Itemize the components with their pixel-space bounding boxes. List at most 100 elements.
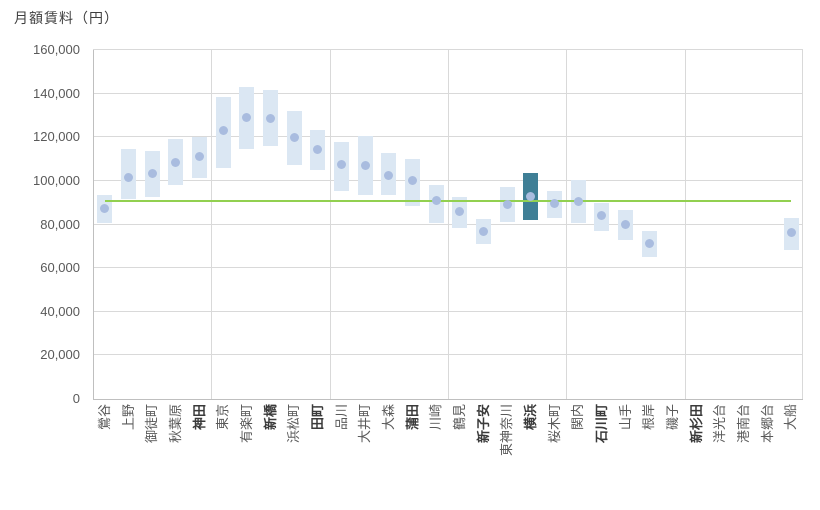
x-category-label: 秋葉原	[168, 404, 184, 480]
x-category-label-text: 大井町	[357, 404, 373, 444]
typical-value-dot	[621, 220, 630, 229]
x-category-label-text: 本郷台	[759, 404, 775, 444]
typical-value-dot	[786, 227, 796, 237]
typical-value-dot	[360, 161, 370, 171]
x-category-label-text: 磯子	[664, 404, 680, 431]
x-category-label-text: 横浜	[522, 404, 538, 431]
x-category-label: 本郷台	[760, 404, 776, 480]
typical-value-dot	[337, 160, 346, 170]
x-category-label-text: 秋葉原	[167, 404, 183, 444]
y-tick-label: 60,000	[40, 260, 80, 276]
x-category-label: 関内	[570, 404, 586, 480]
x-category-label-text: 浜松町	[286, 404, 302, 444]
x-gridline	[448, 50, 449, 399]
x-category-label: 新橋	[263, 404, 279, 480]
x-category-label: 大井町	[357, 404, 373, 480]
y-tick-label: 160,000	[33, 42, 80, 57]
y-tick-label: 140,000	[33, 85, 80, 101]
x-category-label: 磯子	[665, 404, 681, 480]
x-category-label: 洋光台	[712, 404, 728, 480]
x-category-label: 鶯谷	[97, 404, 113, 480]
x-axis-line	[93, 399, 803, 400]
x-category-label-text: 桜木町	[546, 404, 562, 444]
y-tick-label: 0	[72, 391, 80, 406]
x-category-label: 有楽町	[239, 404, 255, 480]
typical-value-dot	[431, 196, 441, 205]
x-category-label: 大森	[381, 404, 397, 480]
x-category-label-text: 東神奈川	[499, 404, 515, 457]
x-category-label-text: 東京	[215, 404, 231, 431]
x-category-label-text: 御徒町	[144, 404, 160, 444]
typical-value-dot	[195, 152, 204, 162]
x-gridline	[211, 50, 212, 399]
x-category-label-text: 川崎	[428, 404, 444, 431]
x-category-label-text: 新子安	[475, 404, 491, 444]
typical-value-dot	[171, 157, 181, 167]
x-category-label: 根岸	[641, 404, 657, 480]
y-axis-line	[93, 50, 94, 399]
x-category-label: 東京	[215, 404, 231, 480]
x-category-label-text: 田町	[309, 404, 325, 431]
x-category-label-text: 大船	[783, 404, 799, 431]
typical-value-dot	[455, 206, 465, 216]
typical-value-dot	[597, 211, 607, 221]
x-category-label: 石川町	[594, 404, 610, 480]
x-category-label: 田町	[310, 404, 326, 480]
x-category-label: 山手	[618, 404, 634, 480]
x-category-label-text: 鶴見	[451, 404, 467, 431]
plot-area	[93, 49, 803, 400]
x-category-label-text: 山手	[617, 404, 633, 431]
typical-value-dot	[100, 203, 110, 213]
typical-value-dot	[408, 176, 417, 186]
x-category-label-text: 鶯谷	[96, 404, 112, 431]
x-category-label: 桜木町	[547, 404, 563, 480]
x-category-label-text: 関内	[570, 404, 586, 431]
x-category-label: 品川	[334, 404, 350, 480]
typical-value-dot	[502, 200, 512, 210]
x-category-label-text: 港南台	[735, 404, 751, 444]
typical-value-dot	[644, 238, 654, 248]
typical-value-dot	[313, 144, 323, 154]
typical-value-dot	[218, 126, 228, 136]
x-category-label-text: 有楽町	[238, 404, 254, 444]
typical-value-dot	[266, 114, 275, 124]
x-category-label: 上野	[121, 404, 137, 480]
x-category-label: 横浜	[523, 404, 539, 480]
x-category-label-text: 大森	[380, 404, 396, 431]
x-category-label: 川崎	[428, 404, 444, 480]
x-category-label-text: 洋光台	[712, 404, 728, 444]
average-reference-line	[104, 199, 792, 202]
x-category-label: 新杉田	[689, 404, 705, 480]
x-category-label: 御徒町	[144, 404, 160, 480]
typical-value-dot	[384, 170, 394, 180]
x-gridline	[566, 50, 567, 399]
x-category-label: 鶴見	[452, 404, 468, 480]
typical-value-dot	[550, 199, 559, 209]
x-gridline	[685, 50, 686, 399]
x-category-label-text: 蒲田	[404, 404, 420, 431]
x-category-label-text: 新杉田	[688, 404, 704, 444]
y-tick-label: 20,000	[40, 347, 80, 363]
x-category-label-text: 新橋	[262, 404, 278, 431]
y-tick-label: 120,000	[33, 129, 80, 145]
x-category-label-text: 上野	[120, 404, 136, 431]
x-gridline	[802, 50, 803, 399]
x-category-label: 新子安	[476, 404, 492, 480]
typical-value-dot	[242, 113, 252, 123]
typical-value-dot	[479, 226, 488, 236]
typical-value-dot	[124, 173, 133, 183]
x-category-label: 港南台	[736, 404, 752, 480]
y-tick-label: 80,000	[40, 216, 80, 232]
chart-title: 月額賃料（円）	[14, 10, 119, 26]
y-axis-labels: 0 20,000 40,000 60,000 80,000 100,000 120,000 1…	[0, 42, 80, 406]
x-category-label-text: 石川町	[593, 404, 609, 444]
x-category-label: 蒲田	[405, 404, 421, 480]
x-category-label-text: 神田	[191, 404, 207, 431]
x-category-label: 東神奈川	[499, 404, 515, 480]
typical-value-dot	[289, 132, 299, 142]
x-category-label: 神田	[192, 404, 208, 480]
typical-value-dot	[147, 168, 157, 178]
x-gridline	[330, 50, 331, 399]
x-category-label-text: 品川	[333, 404, 349, 431]
